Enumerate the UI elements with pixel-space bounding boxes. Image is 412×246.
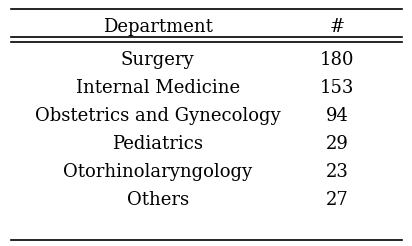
Text: #: # — [330, 18, 345, 36]
Text: 180: 180 — [320, 51, 354, 69]
Text: Obstetrics and Gynecology: Obstetrics and Gynecology — [35, 107, 281, 125]
Text: Surgery: Surgery — [121, 51, 194, 69]
Text: 23: 23 — [326, 163, 349, 181]
Text: 94: 94 — [326, 107, 349, 125]
Text: Pediatrics: Pediatrics — [112, 135, 203, 153]
Text: 153: 153 — [320, 79, 354, 97]
Text: Others: Others — [127, 191, 189, 209]
Text: Otorhinolaryngology: Otorhinolaryngology — [63, 163, 253, 181]
Text: Department: Department — [103, 18, 213, 36]
Text: 29: 29 — [326, 135, 349, 153]
Text: 27: 27 — [326, 191, 349, 209]
Text: Internal Medicine: Internal Medicine — [76, 79, 240, 97]
